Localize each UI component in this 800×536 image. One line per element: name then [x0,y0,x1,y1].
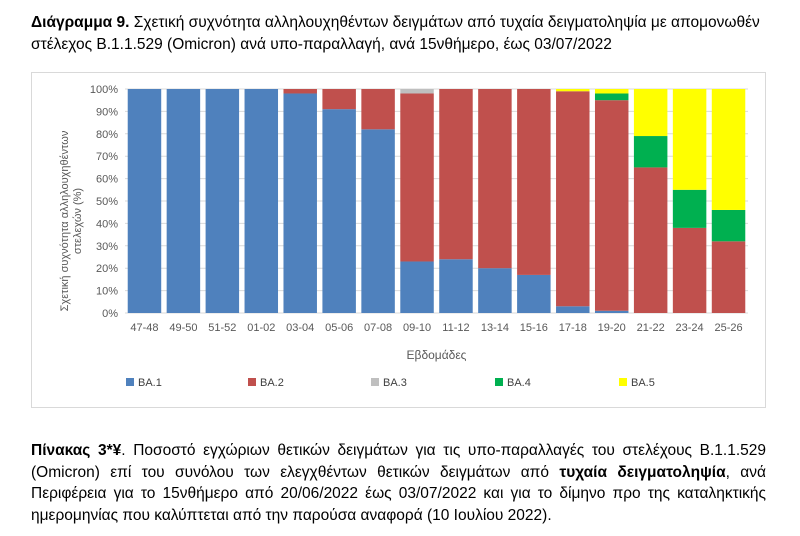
x-tick-label: 09-10 [403,322,431,334]
bar-segment-ba1 [439,259,473,313]
y-tick-label: 40% [96,218,118,230]
bar-segment-ba1 [478,268,512,313]
x-tick-label: 49-50 [169,322,197,334]
y-tick-label: 30% [96,241,118,253]
x-tick-label: 25-26 [714,322,742,334]
y-axis-title: Σχετική συχνότητα αλληλουχηθέντωνστελεχώ… [59,130,84,311]
x-tick-label: 13-14 [481,322,509,334]
bar-segment-ba2 [672,227,707,313]
y-tick-label: 20% [96,263,118,275]
stacked-bar-chart: 0% 10% 20% 30% 40% 50% 60% 70% 80% 90% 100% 47-48 49… [59,84,748,389]
bar-segment-ba3 [400,89,434,94]
y-tick-label: 100% [90,84,118,96]
legend-swatch [248,378,256,386]
x-tick-label: 11-12 [442,322,469,334]
chart-frame: 0% 10% 20% 30% 40% 50% 60% 70% 80% 90% 100% 47-48 49… [31,72,766,408]
legend-swatch [126,378,134,386]
table-caption-label: Πίνακας 3*¥ [31,442,122,459]
bar-segment-ba2 [633,167,668,313]
bar-segment-ba4 [672,189,707,228]
bar-segment-ba2 [594,100,629,311]
bar-segment-ba1 [166,89,201,313]
legend-label: BA.2 [260,377,284,389]
bar-segment-ba1 [361,129,395,313]
legend-swatch [371,378,379,386]
bar-segment-ba1 [517,274,551,313]
legend-swatch [495,378,503,386]
bar-segment-ba4 [633,136,668,168]
bar-segment-ba1 [556,306,590,313]
x-axis-title: Εβδομάδες [407,348,467,362]
bar-segment-ba2 [556,91,590,307]
y-tick-label: 80% [96,129,118,141]
bar-segment-ba4 [594,93,629,101]
x-tick-label: 15-16 [520,322,548,334]
x-tick-label: 17-18 [559,322,587,334]
y-tick-label: 60% [96,174,118,186]
bar-segment-ba2 [478,89,512,269]
bar-segment-ba5 [672,89,707,190]
bar-segment-ba1 [400,261,434,313]
bar-segment-ba1 [127,89,162,313]
y-tick-label: 90% [96,106,118,118]
y-tick-label: 10% [96,286,118,298]
table-caption-bold: τυχαία δειγματοληψία [559,463,726,481]
x-tick-label: 19-20 [598,322,626,334]
legend-swatch [619,378,627,386]
y-tick-label: 70% [96,151,118,163]
bar-segment-ba2 [517,89,551,275]
bar-segment-ba1 [283,93,317,313]
x-tick-label: 51-52 [208,322,236,334]
bar-segment-ba2 [711,241,746,313]
table-caption-text-1: . Ποσοστό εγχώριων θετικών δειγμάτων για… [31,442,766,481]
bar-segment-ba5 [594,89,629,94]
bar-segment-ba2 [322,89,356,110]
legend-label: BA.4 [507,377,531,389]
x-tick-label: 01-02 [247,322,275,334]
y-tick-label: 0% [102,308,118,320]
x-tick-label: 07-08 [364,322,392,334]
x-tick-label: 05-06 [325,322,353,334]
bar-segment-ba4 [711,209,746,242]
bar-segment-ba1 [244,89,279,313]
legend-label: BA.1 [138,377,162,389]
bar-segment-ba1 [322,109,356,313]
y-tick-label: 50% [96,196,118,208]
bar-segment-ba5 [711,89,746,210]
bar-segment-ba5 [556,89,590,92]
bar-segment-ba2 [400,93,434,262]
figure-caption-text: Σχετική συχνότητα αλληλουχηθέντων δειγμά… [31,14,760,53]
bar-segment-ba2 [283,89,317,94]
bar-segment-ba2 [361,89,395,130]
bar-segment-ba1 [594,310,629,313]
legend-label: BA.3 [383,377,407,389]
table-caption: Πίνακας 3*¥. Ποσοστό εγχώριων θετικών δε… [31,440,766,526]
x-tick-label: 21-22 [637,322,665,334]
x-tick-label: 03-04 [286,322,314,334]
figure-caption-label: Διάγραμμα 9. [31,14,130,31]
figure-caption: Διάγραμμα 9. Σχετική συχνότητα αλληλουχη… [31,12,771,56]
bar-segment-ba2 [439,89,473,260]
bar-segment-ba5 [633,89,668,137]
legend-label: BA.5 [631,377,655,389]
bar-segment-ba1 [205,89,240,313]
x-tick-label: 47-48 [130,322,158,334]
table-caption-text-2: , ανά Περιφέρεια για το 15νθήμερο από 20… [31,463,766,524]
x-tick-label: 23-24 [676,322,704,334]
